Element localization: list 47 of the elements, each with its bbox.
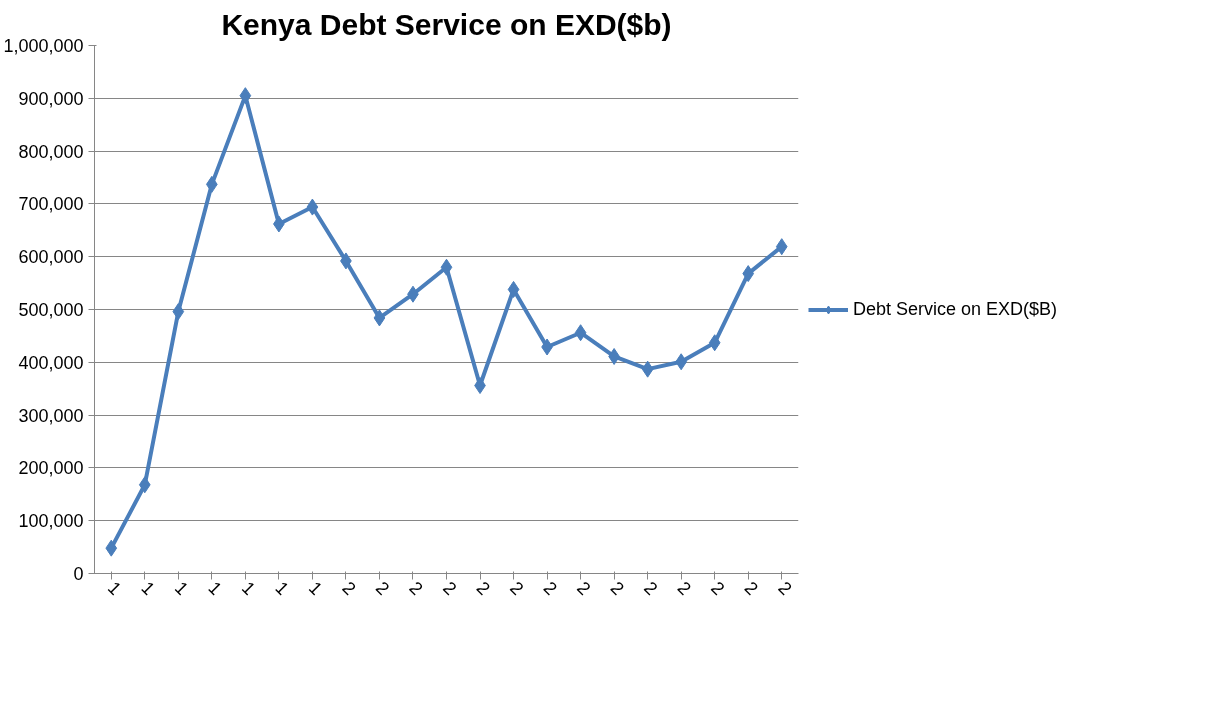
y-tick-label: 400,000 xyxy=(18,352,84,373)
x-tick-label: 2 xyxy=(539,577,561,600)
point xyxy=(641,360,654,378)
legend-label: Debt Service on EXD($B) xyxy=(853,298,1058,320)
y-tick-label: 800,000 xyxy=(18,141,84,162)
chart-title: Kenya Debt Service on EXD($b) xyxy=(221,7,672,41)
y-tick-label: 900,000 xyxy=(18,88,84,109)
y-tick-label: 300,000 xyxy=(18,405,84,426)
x-tick-label: 2 xyxy=(506,577,528,600)
x-tick-label: 2 xyxy=(673,577,695,600)
point xyxy=(507,280,520,298)
x-tick-label: 2 xyxy=(372,577,394,600)
x-tick-label: 1 xyxy=(237,577,260,600)
x-tick-label: 2 xyxy=(405,577,427,600)
y-tick-label: 200,000 xyxy=(18,458,84,479)
y-tick-label: 600,000 xyxy=(18,247,84,268)
point xyxy=(306,198,319,216)
x-tick-label: 1 xyxy=(204,577,226,600)
x-tick-label: 1 xyxy=(271,577,293,600)
x-tick-label: 2 xyxy=(774,577,796,600)
x-tick-label: 1 xyxy=(103,577,126,600)
point xyxy=(440,258,453,276)
point xyxy=(574,324,587,342)
point xyxy=(105,539,118,557)
y-tick-label: 1,000,000 xyxy=(3,36,84,56)
x-tick-label: 2 xyxy=(606,577,628,600)
point xyxy=(775,238,788,256)
x-tick-label: 2 xyxy=(439,577,461,600)
x-tick-label: 2 xyxy=(573,577,595,600)
x-tick-label: 2 xyxy=(740,577,763,600)
x-tick-label: 2 xyxy=(338,577,360,600)
x-tick-label: 1 xyxy=(137,577,159,600)
point xyxy=(742,265,755,283)
x-tick-label: 2 xyxy=(707,577,729,600)
point xyxy=(708,334,721,352)
x-tick-label: 1 xyxy=(304,577,327,600)
y-tick-label: 0 xyxy=(73,564,84,584)
x-tick-label: 2 xyxy=(472,577,494,600)
point xyxy=(239,87,252,105)
point xyxy=(172,303,185,321)
y-tick-label: 700,000 xyxy=(18,194,84,215)
point xyxy=(373,309,386,327)
y-tick-label: 100,000 xyxy=(18,511,84,532)
point xyxy=(138,476,151,494)
x-tick-label: 2 xyxy=(640,577,662,600)
y-tick-label: 500,000 xyxy=(18,300,84,320)
x-tick-label: 1 xyxy=(170,577,193,600)
